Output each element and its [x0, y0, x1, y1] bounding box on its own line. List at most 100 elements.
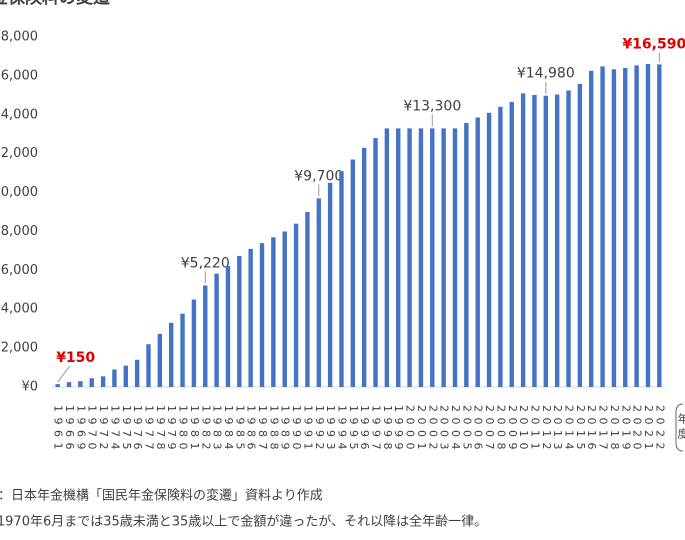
x-tick-label: 1961	[52, 405, 65, 455]
bar	[66, 382, 72, 387]
x-tick-label: 1983	[211, 405, 224, 455]
note: 出典：日本年金機構「国民年金保険料の変遷」資料より作成	[0, 488, 323, 504]
x-tick-label: 1982	[199, 405, 212, 455]
bar	[623, 67, 628, 388]
bar	[634, 65, 639, 387]
bar	[361, 147, 367, 387]
value-label: ¥150	[56, 350, 95, 366]
x-tick-label: 1994	[335, 405, 348, 455]
x-tick-label: 1984	[222, 405, 235, 455]
bar	[327, 182, 333, 387]
x-tick-label: 2021	[642, 405, 655, 455]
bar	[282, 231, 287, 387]
x-tick-label: 2014	[563, 405, 576, 455]
y-tick-label: ¥10,000	[0, 185, 38, 200]
x-tick-label: 1995	[347, 405, 360, 455]
value-label: ¥9,700	[294, 168, 343, 184]
bar	[237, 255, 242, 387]
bar	[180, 313, 185, 387]
bar	[112, 369, 117, 387]
bar	[441, 128, 446, 387]
x-tick-label: 2003	[438, 405, 451, 455]
x-tick-label: 1987	[256, 405, 269, 455]
bar	[486, 112, 492, 387]
x-tick-label: 1992	[313, 405, 326, 455]
leader-line	[57, 365, 71, 383]
bar	[350, 159, 356, 387]
x-tick-label: 1989	[279, 405, 292, 455]
bar	[384, 128, 390, 387]
x-tick-label: 2011	[528, 405, 541, 455]
x-tick-label: 1981	[188, 405, 201, 455]
y-tick-label: ¥8,000	[0, 224, 38, 239]
x-tick-label: 2001	[415, 405, 428, 455]
y-tick-label: ¥16,000	[0, 68, 38, 83]
bar	[89, 378, 94, 387]
bar	[203, 285, 208, 387]
x-tick-label: 1972	[97, 405, 110, 455]
x-tick-label: 1969	[74, 405, 87, 455]
x-tick-label: 1996	[358, 405, 371, 455]
x-tick-label: 1999	[392, 405, 405, 455]
x-tick-label: 1998	[381, 405, 394, 455]
bracket	[675, 403, 684, 452]
value-label: ¥14,980	[517, 66, 575, 82]
x-tick-label: 2007	[483, 405, 496, 455]
bar	[554, 94, 560, 388]
x-tick-label: 1970	[86, 405, 99, 455]
bar	[100, 376, 106, 387]
y-tick-label: ¥18,000	[0, 30, 38, 45]
value-label: ¥5,220	[181, 256, 230, 272]
bar	[55, 384, 60, 387]
bar	[430, 128, 435, 387]
y-tick-label: ¥0	[21, 380, 38, 395]
bar	[532, 94, 537, 387]
value-label: ¥16,590	[622, 36, 685, 52]
x-tick-label: 1993	[324, 405, 337, 455]
bar	[134, 359, 140, 387]
y-tick-label: ¥12,000	[0, 146, 38, 161]
x-tick-label: 1980	[177, 405, 190, 455]
x-tick-label: 2016	[585, 405, 598, 455]
x-tick-label: 1979	[165, 405, 178, 455]
x-tick-label: 1997	[370, 405, 383, 455]
x-tick-label: 1966	[63, 405, 76, 455]
bar	[452, 128, 458, 387]
bar	[577, 83, 583, 387]
bar	[464, 122, 469, 387]
x-tick-label: 2022	[653, 405, 666, 455]
bar	[566, 90, 571, 387]
bar	[418, 128, 424, 387]
bar	[146, 344, 151, 387]
note: ※1970年6月までは35歳未満と35歳以上で金額が違ったが、それ以降は全年齢一…	[0, 514, 487, 530]
x-tick-label: 2018	[608, 405, 621, 455]
bar	[509, 101, 514, 387]
x-tick-label: 1986	[245, 405, 258, 455]
bar	[373, 138, 378, 387]
x-tick-label: 1974	[108, 405, 121, 455]
y-tick-label: ¥14,000	[0, 107, 38, 122]
x-tick-label: 2013	[551, 405, 564, 455]
x-tick-label: 2006	[472, 405, 485, 455]
bar	[396, 128, 401, 387]
bar	[123, 365, 128, 387]
x-tick-label: 2012	[540, 405, 553, 455]
y-tick-label: ¥2,000	[0, 341, 38, 356]
x-tick-label: 2005	[460, 405, 473, 455]
bar	[248, 248, 253, 387]
bar	[225, 266, 231, 387]
bar	[271, 237, 276, 387]
x-tick-label: 2004	[449, 405, 462, 455]
x-tick-label: 1975	[120, 405, 133, 455]
x-tick-label: 2002	[426, 405, 439, 455]
bar	[214, 273, 219, 387]
bar	[157, 333, 163, 387]
x-tick-label: 1985	[233, 405, 246, 455]
bar	[259, 243, 265, 387]
y-tick-label: ¥6,000	[0, 263, 38, 278]
x-tick-label: 1988	[267, 405, 280, 455]
bar	[611, 69, 617, 388]
x-tick-label: 2020	[631, 405, 644, 455]
x-tick-label: 2015	[574, 405, 587, 455]
